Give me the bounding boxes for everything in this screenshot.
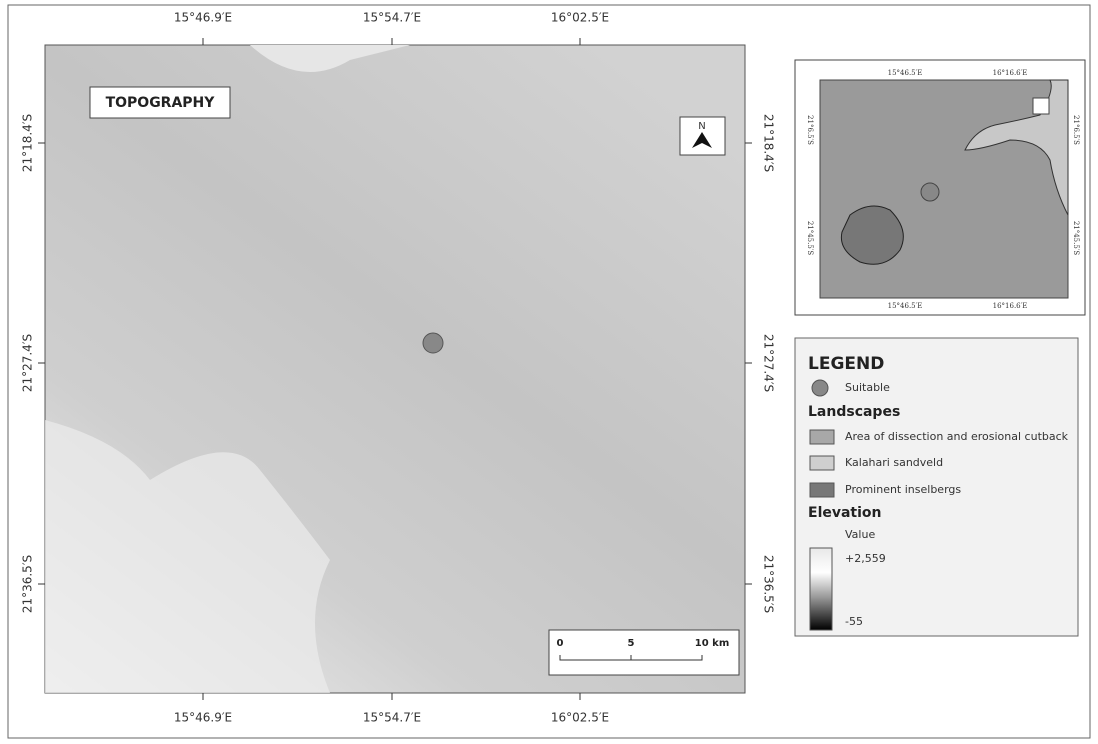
coord-label: 15°54.7′E xyxy=(363,11,421,25)
inset-coord: 21°6.5′S xyxy=(806,115,814,145)
coord-label: 21°27.4′S xyxy=(762,334,776,392)
scale-label: 10 km xyxy=(695,638,729,649)
legend-heading: Elevation xyxy=(808,505,882,521)
legend-swatch xyxy=(809,482,835,498)
legend-label: Value xyxy=(845,528,875,541)
page-frame xyxy=(7,4,1091,739)
legend-heading: Landscapes xyxy=(808,404,900,420)
inset-site xyxy=(920,182,940,202)
inset-coord: 16°16.6′E xyxy=(993,302,1028,310)
legend-title: LEGEND xyxy=(808,354,884,374)
legend-label: -55 xyxy=(845,615,863,628)
legend-dot xyxy=(811,379,829,397)
coord-label: 15°46.9′E xyxy=(174,711,232,725)
inselberg xyxy=(840,205,904,265)
coord-label: 16°02.5′E xyxy=(551,11,609,25)
legend-label: Suitable xyxy=(845,381,890,394)
coord-label: 21°18.4′S xyxy=(762,114,776,172)
inset-map xyxy=(819,79,1069,299)
coord-label: 21°27.4′S xyxy=(21,334,35,392)
legend-swatch xyxy=(809,455,835,471)
highland xyxy=(250,45,410,72)
scale-label: 5 xyxy=(628,638,635,649)
coord-label: 15°54.7′E xyxy=(363,711,421,725)
inset-coord: 21°45.5′S xyxy=(806,221,814,256)
highland xyxy=(45,420,330,693)
scale-bar xyxy=(559,655,703,661)
inset-coord: 21°6.5′S xyxy=(1072,115,1080,145)
legend-label: Area of dissection and erosional cutback xyxy=(845,430,1069,443)
inset-coord: 15°46.5′E xyxy=(888,302,923,310)
north-label: N xyxy=(698,121,705,132)
inset-coord: 15°46.5′E xyxy=(888,69,923,77)
coord-label: 16°02.5′E xyxy=(551,711,609,725)
coord-label: 21°36.5′S xyxy=(762,555,776,613)
scale-label: 0 xyxy=(557,638,564,649)
coord-label: 15°46.9′E xyxy=(174,11,232,25)
inset-coord: 21°45.5′S xyxy=(1072,221,1080,256)
elevation-ramp xyxy=(809,547,833,631)
legend-swatch xyxy=(809,429,835,445)
inset-north xyxy=(1032,97,1050,115)
north-arrow xyxy=(692,132,712,148)
legend-box xyxy=(794,337,1079,637)
suitable-site xyxy=(422,332,444,354)
title-box xyxy=(89,86,231,119)
map-title: TOPOGRAPHY xyxy=(106,95,216,111)
legend-label: Prominent inselbergs xyxy=(845,483,961,496)
inset-coord: 16°16.6′E xyxy=(993,69,1028,77)
legend-label: Kalahari sandveld xyxy=(845,456,943,469)
scale-box xyxy=(548,629,740,676)
legend-label: +2,559 xyxy=(845,552,886,565)
coord-label: 21°18.4′S xyxy=(21,114,35,172)
coord-label: 21°36.5′S xyxy=(21,555,35,613)
